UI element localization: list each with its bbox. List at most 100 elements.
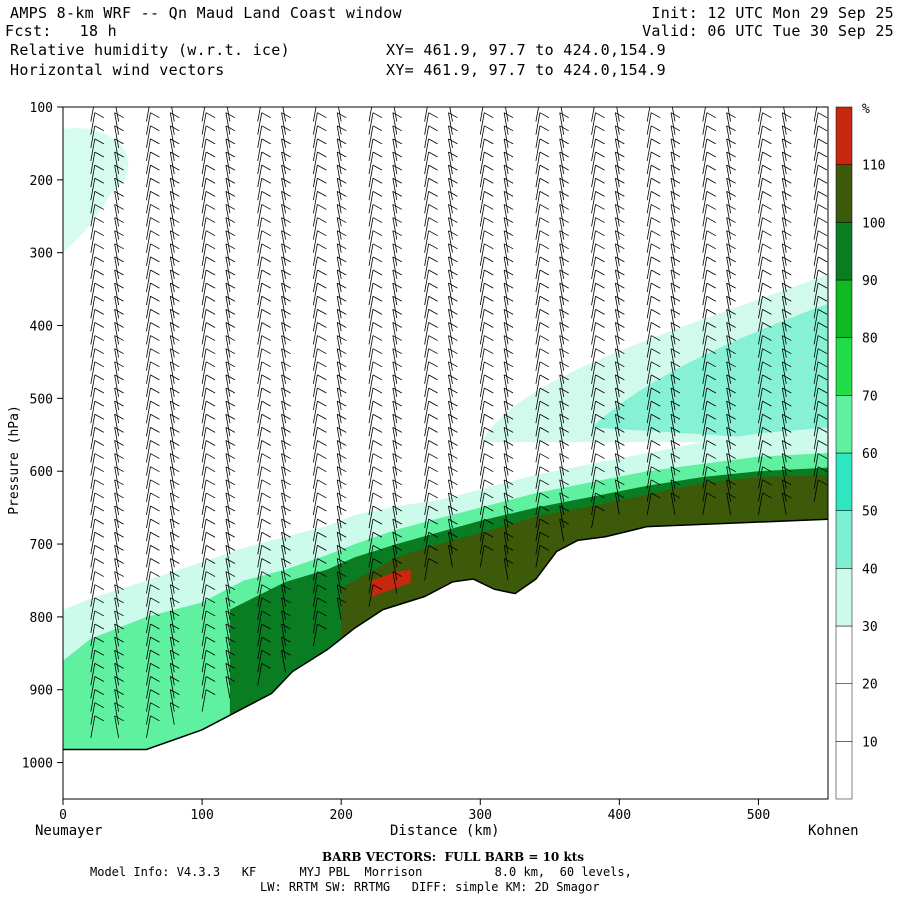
wind-barb-feather — [94, 597, 105, 604]
wind-barb — [392, 335, 398, 358]
wind-barb-feather — [205, 204, 216, 210]
wind-barb — [781, 204, 787, 227]
wind-barb — [257, 610, 263, 633]
wind-barb-feather — [484, 505, 494, 512]
wind-barb — [503, 230, 509, 253]
wind-barb-feather — [650, 400, 661, 407]
wind-barb — [312, 165, 318, 188]
wind-barb-feather — [317, 466, 327, 473]
wind-barb — [670, 283, 676, 306]
wind-barb-feather — [150, 217, 160, 223]
wind-barb-feather — [670, 400, 681, 407]
wind-barb — [448, 322, 453, 345]
wind-barb-feather — [782, 112, 792, 119]
x-tick-label: 400 — [608, 808, 631, 823]
wind-barb — [257, 414, 263, 437]
wind-barb — [503, 296, 509, 319]
wind-barb-feather — [615, 204, 625, 210]
wind-barb — [393, 107, 398, 122]
wind-barb — [201, 309, 207, 332]
wind-barb-feather — [559, 518, 569, 525]
wind-barb-feather — [650, 361, 661, 368]
wind-barb-feather — [706, 217, 717, 223]
wind-barb — [448, 427, 453, 450]
wind-barb-feather — [225, 282, 236, 289]
wind-barb — [448, 505, 453, 529]
wind-barb-feather — [225, 676, 236, 682]
wind-barb-feather — [706, 256, 717, 263]
wind-barb — [312, 479, 318, 502]
wind-barb — [312, 505, 318, 529]
wind-barb-feather — [281, 531, 291, 538]
wind-barb — [114, 637, 120, 660]
wind-barb — [146, 453, 151, 476]
wind-barb — [479, 453, 485, 476]
wind-barb-feather — [150, 151, 160, 158]
wind-barb-feather — [539, 164, 550, 171]
wind-barb — [114, 532, 120, 555]
wind-barb — [114, 335, 120, 358]
wind-barb-feather — [317, 387, 327, 394]
wind-barb — [225, 401, 231, 424]
wind-barb — [646, 387, 652, 411]
wind-barb — [646, 453, 652, 476]
wind-barb — [614, 479, 620, 502]
wind-barb-feather — [484, 531, 494, 538]
wind-barb-feather — [317, 230, 327, 237]
wind-barb-feather — [225, 558, 236, 564]
wind-barb-feather — [726, 492, 736, 499]
wind-barb-feather — [762, 164, 772, 171]
wind-barb-feather — [706, 125, 717, 132]
wind-barb — [424, 479, 430, 502]
wind-barb-feather — [615, 361, 625, 368]
wind-barb-feather — [317, 597, 327, 604]
wind-barb — [312, 256, 318, 279]
wind-barb — [201, 107, 206, 122]
colorbar-swatch — [835, 337, 853, 396]
wind-barb — [169, 571, 175, 594]
wind-barb — [646, 112, 652, 135]
wind-barb-feather — [281, 571, 291, 577]
wind-barb-feather — [372, 413, 383, 420]
wind-barb — [726, 322, 732, 345]
wind-barb-feather — [484, 190, 494, 197]
wind-barb-feather — [114, 689, 124, 695]
wind-barb-feather — [817, 256, 828, 263]
x-tick-label: 200 — [329, 808, 352, 823]
y-tick-label: 200 — [30, 174, 53, 189]
wind-barb — [281, 191, 286, 214]
wind-barb — [758, 427, 763, 450]
wind-barb-feather — [651, 100, 660, 105]
wind-barb — [559, 348, 565, 371]
wind-barb — [449, 107, 453, 122]
wind-barb — [479, 283, 485, 306]
wind-barb-feather — [94, 151, 105, 158]
wind-barb-feather — [448, 348, 458, 355]
wind-barb-feather — [503, 531, 514, 538]
wind-barb-feather — [448, 138, 458, 145]
wind-barb — [281, 322, 286, 345]
wind-barb-feather — [448, 125, 458, 132]
wind-barb-feather — [706, 492, 717, 499]
wind-barb-feather — [782, 164, 792, 171]
wind-barb-feather — [317, 151, 327, 158]
wind-barb — [503, 348, 509, 371]
wind-barb — [479, 296, 485, 319]
wind-barb-feather — [503, 505, 514, 512]
wind-barb-feather — [170, 348, 180, 355]
wind-barb — [424, 107, 428, 122]
wind-barb-feather — [706, 374, 717, 381]
wind-barb — [368, 217, 374, 240]
wind-barb-feather — [205, 282, 216, 289]
variable-2-label: Horizontal wind vectors — [10, 61, 225, 79]
wind-barb-feather — [650, 387, 661, 394]
wind-barb-feather — [261, 269, 271, 276]
wind-barb-feather — [317, 204, 327, 210]
wind-barb-feather — [503, 177, 514, 184]
wind-barb — [146, 571, 151, 594]
wind-barb-feather — [317, 623, 327, 630]
wind-barb — [448, 125, 453, 148]
wind-barb — [169, 112, 175, 135]
wind-barb-feather — [281, 269, 291, 276]
wind-barb-feather — [281, 387, 291, 394]
